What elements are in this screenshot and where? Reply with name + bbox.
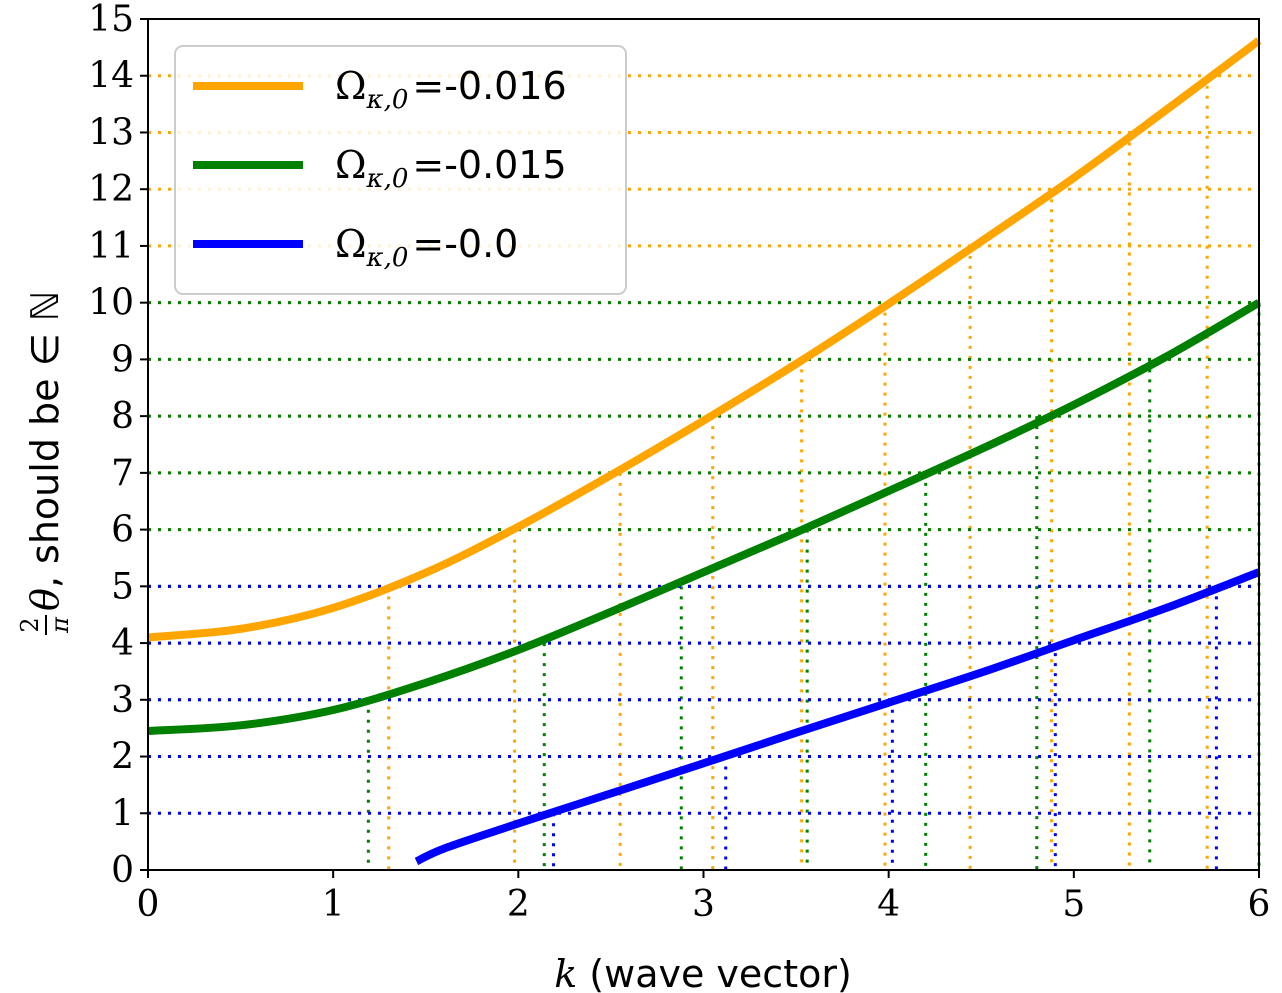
- legend-subscript: κ,0: [366, 243, 409, 273]
- y-tick-label: 6: [111, 510, 134, 551]
- guide-lines: [148, 74, 1261, 870]
- x-axis-ticks: 0 1 2 3 4 5 6: [137, 870, 1271, 925]
- y-tick-label: 11: [88, 226, 134, 267]
- legend-symbol: Ω: [335, 143, 367, 187]
- y-axis-label-main: θ, should be ∈ ℕ: [23, 291, 67, 611]
- y-tick-label: 2: [111, 737, 134, 778]
- legend-box: [174, 45, 627, 295]
- x-axis-label: k (wave vector): [554, 952, 852, 993]
- x-tick-label: 0: [137, 884, 160, 925]
- x-tick-label: 4: [877, 884, 900, 925]
- y-tick-label: 3: [111, 680, 134, 721]
- series-line-1: [147, 299, 1262, 735]
- y-tick-label: 8: [111, 396, 134, 437]
- series-line-2: [414, 568, 1261, 866]
- legend-equals: =: [412, 222, 444, 266]
- x-axis-label-symbol: k: [554, 952, 577, 993]
- y-tick-label: 14: [88, 56, 134, 97]
- legend-label-0: Ωκ,0 =-0.016: [335, 64, 567, 115]
- legend-subscript: κ,0: [366, 85, 409, 115]
- y-tick-label: 15: [88, 0, 134, 40]
- data-series: [147, 37, 1262, 866]
- y-tick-label: 9: [111, 339, 134, 380]
- x-tick-label: 5: [1062, 884, 1085, 925]
- legend-label-2: Ωκ,0 =-0.0: [335, 222, 518, 273]
- legend-equals: =: [412, 64, 444, 108]
- y-tick-label: 5: [111, 566, 134, 607]
- legend-label-1: Ωκ,0 =-0.015: [335, 143, 567, 194]
- legend-value: -0.016: [444, 64, 567, 108]
- y-axis-label-symbol: θ: [23, 588, 67, 611]
- y-tick-label: 10: [88, 283, 134, 324]
- legend-value: -0.015: [444, 143, 567, 187]
- legend-subscript: κ,0: [366, 164, 409, 194]
- x-tick-label: 1: [322, 884, 345, 925]
- y-axis-label-numerator: 2: [16, 617, 44, 632]
- legend-symbol: Ω: [335, 222, 367, 266]
- x-axis-label-text: (wave vector): [577, 952, 852, 993]
- y-tick-label: 7: [111, 453, 134, 494]
- y-axis-label: 2 π θ, should be ∈ ℕ: [16, 291, 74, 635]
- y-axis-label-denominator: π: [46, 616, 74, 634]
- y-tick-label: 1: [111, 793, 134, 834]
- series-line-0: [147, 37, 1262, 642]
- legend-equals: =: [412, 143, 444, 187]
- legend-value: -0.0: [444, 222, 518, 266]
- y-tick-label: 12: [88, 169, 134, 210]
- y-axis-label-text: , should be ∈ ℕ: [23, 291, 67, 588]
- y-tick-label: 13: [88, 112, 134, 153]
- x-tick-label: 6: [1248, 884, 1271, 925]
- legend-symbol: Ω: [335, 64, 367, 108]
- x-tick-label: 2: [507, 884, 530, 925]
- y-tick-label: 4: [111, 623, 134, 664]
- x-tick-label: 3: [692, 884, 715, 925]
- y-tick-label: 0: [111, 850, 134, 891]
